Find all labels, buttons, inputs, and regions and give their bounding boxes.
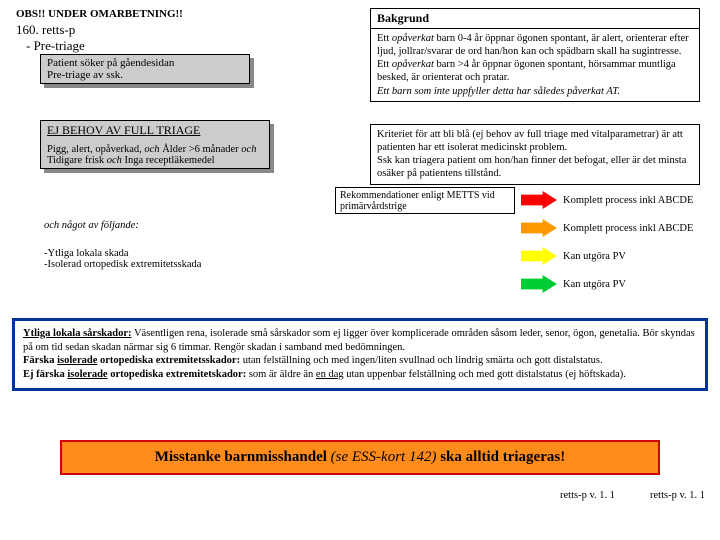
- ejbehov-body: Pigg, alert, opåverkad, och Ålder >6 mån…: [47, 144, 263, 166]
- doc-sub: - Pre-triage: [26, 38, 85, 54]
- doc-number: 160. retts-p: [16, 22, 75, 38]
- och-nagot: och något av följande:: [44, 220, 139, 231]
- patient-text: Patient söker på gåendesidan Pre-triage …: [47, 57, 174, 81]
- ejbehov-box: EJ BEHOV AV FULL TRIAGE Pigg, alert, opå…: [40, 120, 270, 169]
- left-bullets: -Ytliga lokala skada -Isolerad ortopedis…: [44, 248, 201, 270]
- footer-2: retts-p v. 1. 1: [650, 490, 705, 501]
- footer-1: retts-p v. 1. 1: [560, 490, 615, 501]
- arrow-green: [521, 275, 557, 293]
- arrow-red: [521, 191, 557, 209]
- legend-text-1: Komplett process inkl ABCDE: [563, 223, 693, 234]
- bakgrund-body: Ett opåverkat barn 0-4 år öppnar ögonen …: [370, 28, 700, 102]
- arrow-orange: [521, 219, 557, 237]
- bakgrund-head: Bakgrund: [370, 8, 700, 29]
- notes-box: Ytliga lokala sårskador: Väsentligen ren…: [12, 318, 708, 391]
- legend-text-3: Kan utgöra PV: [563, 279, 626, 290]
- red-bar: Misstanke barnmisshandel (se ESS-kort 14…: [60, 440, 660, 475]
- legend-box-text: Rekommendationer enligt METTS vid primär…: [335, 187, 515, 214]
- ejbehov-title: EJ BEHOV AV FULL TRIAGE: [47, 123, 263, 138]
- kriterie-box: Kriteriet för att bli blå (ej behov av f…: [370, 124, 700, 185]
- arrow-yellow: [521, 247, 557, 265]
- patient-box: Patient söker på gåendesidan Pre-triage …: [40, 54, 250, 84]
- obs-warn: OBS!! UNDER OMARBETNING!!: [16, 8, 183, 20]
- legend-text-2: Kan utgöra PV: [563, 251, 626, 262]
- legend: Rekommendationer enligt METTS vid primär…: [335, 186, 693, 298]
- legend-text-0: Komplett process inkl ABCDE: [563, 195, 693, 206]
